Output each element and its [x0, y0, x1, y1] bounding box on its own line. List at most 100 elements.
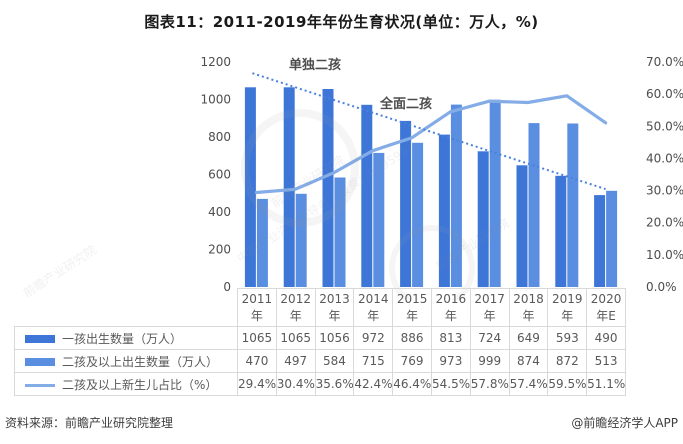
right-axis-tick: 0.0% — [646, 280, 677, 294]
trendline — [252, 72, 606, 191]
value-cell: 886 — [392, 326, 432, 350]
value-cell: 999 — [469, 349, 510, 373]
table-body: 一孩出生数量（万人） 1065 1065 1056 972 886 813 724 649 593… — [14, 326, 626, 396]
bar-series1-2017年 — [489, 99, 501, 287]
value-cell: 29.4% — [237, 372, 277, 396]
annotation-1: 全面二孩 — [379, 96, 432, 112]
bar-series0-2012年 — [283, 87, 295, 287]
legend-label: 二孩及以上新生儿占比（%） — [62, 377, 218, 392]
year-header: 2017 年 — [469, 288, 510, 327]
watermark-logo-circle — [389, 225, 475, 300]
legend-label: 二孩及以上出生数量（万人） — [62, 354, 219, 369]
year-header: 2019 年 — [547, 288, 588, 327]
annotation-0: 单独二孩 — [289, 57, 341, 73]
table-row: 一孩出生数量（万人） 1065 1065 1056 972 886 813 724 649 593… — [14, 326, 626, 350]
left-axis-tick: 1200 — [200, 55, 231, 69]
year-header: 2014 年 — [353, 288, 394, 327]
table-row: 二孩及以上出生数量（万人） 470 497 584 715 769 973 999 874 872… — [14, 349, 626, 373]
left-axis-tick: 600 — [208, 168, 231, 182]
year-header: 2012 年 — [275, 288, 316, 327]
legend-line-swatch — [25, 383, 55, 387]
value-cell: 1065 — [237, 326, 277, 350]
value-cell: 497 — [275, 349, 316, 373]
left-axis-tick: 400 — [208, 205, 231, 219]
bar-series0-2020年E — [594, 195, 606, 287]
corner-cell — [15, 289, 238, 327]
bar-series1-2011年 — [256, 198, 268, 287]
right-axis-tick: 20.0% — [646, 216, 683, 230]
bar-series0-2011年 — [244, 87, 256, 287]
left-axis-tick: 0 — [223, 280, 231, 294]
legend-bar-swatch — [25, 358, 55, 366]
value-cell: 972 — [353, 326, 394, 350]
right-axis-tick: 40.0% — [646, 151, 683, 165]
legend-label: 一孩出生数量（万人） — [62, 331, 183, 346]
data-table: 2011 年 2012 年 2013 年 2014 年 2015 年 2016 年 2017 年 2018 年… — [14, 288, 626, 396]
value-cell: 593 — [547, 326, 588, 350]
bar-series1-2020年E — [606, 190, 618, 287]
value-cell: 46.4% — [392, 372, 432, 396]
legend-cell: 二孩及以上出生数量（万人） — [14, 349, 238, 373]
legend-cell: 一孩出生数量（万人） — [14, 326, 238, 350]
value-cell: 1065 — [275, 326, 316, 350]
bar-series0-2019年 — [555, 175, 567, 287]
bar-series1-2014年 — [373, 152, 385, 287]
value-cell: 470 — [237, 349, 277, 373]
left-axis-tick: 200 — [208, 243, 231, 257]
right-axis-tick: 30.0% — [646, 184, 683, 198]
bar-series1-2012年 — [295, 193, 307, 287]
year-header: 2018 年 — [508, 288, 549, 327]
value-cell: 54.5% — [430, 372, 471, 396]
year-header: 2015 年 — [392, 288, 432, 327]
value-cell: 813 — [430, 326, 471, 350]
bar-series1-2013年 — [334, 177, 346, 287]
value-cell: 769 — [392, 349, 432, 373]
value-cell: 513 — [586, 349, 626, 373]
value-cell: 42.4% — [353, 372, 394, 396]
value-cell: 724 — [469, 326, 510, 350]
value-cell: 1056 — [314, 326, 355, 350]
value-cell: 30.4% — [275, 372, 316, 396]
value-cell: 874 — [508, 349, 549, 373]
year-header-row: 2011 年 2012 年 2013 年 2014 年 2015 年 2016 年 2017 年 2018 年… — [15, 288, 626, 327]
line-series-ratio — [254, 94, 608, 195]
value-cell: 584 — [314, 349, 355, 373]
bar-series1-2018年 — [528, 123, 540, 287]
bar-series0-2015年 — [400, 120, 412, 288]
value-cell: 51.1% — [586, 372, 626, 396]
value-cell: 649 — [508, 326, 549, 350]
legend-cell: 二孩及以上新生儿占比（%） — [14, 372, 238, 396]
year-header: 2011 年 — [237, 288, 277, 327]
value-cell: 715 — [353, 349, 394, 373]
right-axis-tick: 60.0% — [646, 87, 683, 101]
value-cell: 57.4% — [508, 372, 549, 396]
bar-series1-2016年 — [450, 104, 462, 287]
value-cell: 490 — [586, 326, 626, 350]
right-axis-tick: 50.0% — [646, 119, 683, 133]
brand-credit: @前瞻经济学人APP — [571, 416, 678, 430]
year-header: 2016 年 — [430, 288, 471, 327]
bar-series0-2013年 — [322, 89, 334, 287]
table-row: 二孩及以上新生儿占比（%） 29.4% 30.4% 35.6% 42.4% 46.4% 54… — [14, 372, 626, 396]
bar-series0-2016年 — [438, 134, 450, 287]
page-title: 图表11：2011-2019年年份生育状况(单位：万人，%) — [144, 13, 539, 31]
legend-bar-swatch — [25, 335, 55, 343]
year-header: 2020 年E — [586, 288, 626, 327]
footer: 资料来源：前瞻产业研究院整理 @前瞻经济学人APP — [5, 414, 678, 431]
right-axis-tick: 10.0% — [646, 248, 683, 262]
value-cell: 872 — [547, 349, 588, 373]
bar-series1-2015年 — [412, 142, 424, 287]
year-header: 2013 年 — [314, 288, 355, 327]
watermark-logo-circle — [241, 109, 359, 227]
value-cell: 973 — [430, 349, 471, 373]
bar-series1-2019年 — [567, 123, 579, 287]
right-axis-tick: 70.0% — [646, 55, 683, 69]
source-note: 资料来源：前瞻产业研究院整理 — [5, 416, 174, 430]
bar-series0-2017年 — [477, 151, 489, 288]
value-cell: 35.6% — [314, 372, 355, 396]
left-axis-tick: 800 — [208, 130, 231, 144]
value-cell: 59.5% — [547, 372, 588, 396]
chart-canvas: 前瞻产业研究院前瞻产业研究院前瞻产业研究院中国产业咨询领导者（股票：839599… — [20, 55, 683, 300]
bar-series0-2018年 — [516, 165, 528, 287]
